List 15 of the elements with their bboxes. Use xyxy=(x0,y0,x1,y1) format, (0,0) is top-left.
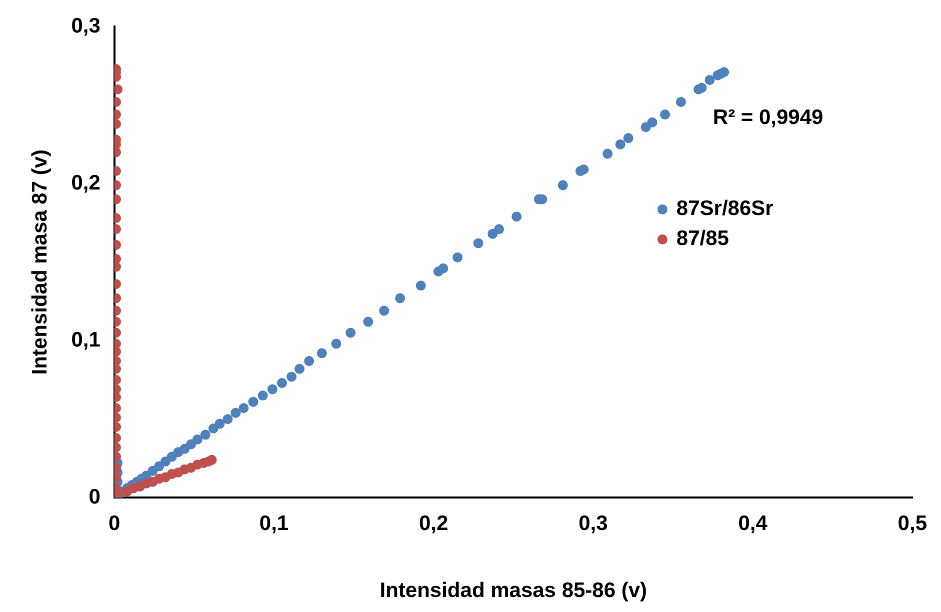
x-tick-label: 0,5 xyxy=(898,512,928,535)
x-tick-label: 0 xyxy=(108,512,120,535)
y-tick-label: 0,2 xyxy=(71,171,100,194)
x-tick-label: 0,3 xyxy=(578,512,608,535)
x-axis-title: Intensidad masas 85-86 (v) xyxy=(380,579,648,602)
annotation: R² = 0,9949 xyxy=(712,106,824,130)
y-tick-label: 0 xyxy=(88,485,100,508)
legend-label: 87Sr/86Sr xyxy=(676,197,774,220)
y-tick-label: 0,1 xyxy=(71,328,101,352)
y-axis-title: Intensidad masa 87 (v) xyxy=(28,149,52,375)
legend-label: 87/85 xyxy=(676,227,730,250)
y-tick-label: 0,3 xyxy=(71,14,100,38)
x-tick-label: 0,1 xyxy=(259,512,289,535)
x-tick-label: 0,4 xyxy=(738,512,768,535)
x-tick-label: 0,2 xyxy=(418,512,448,535)
